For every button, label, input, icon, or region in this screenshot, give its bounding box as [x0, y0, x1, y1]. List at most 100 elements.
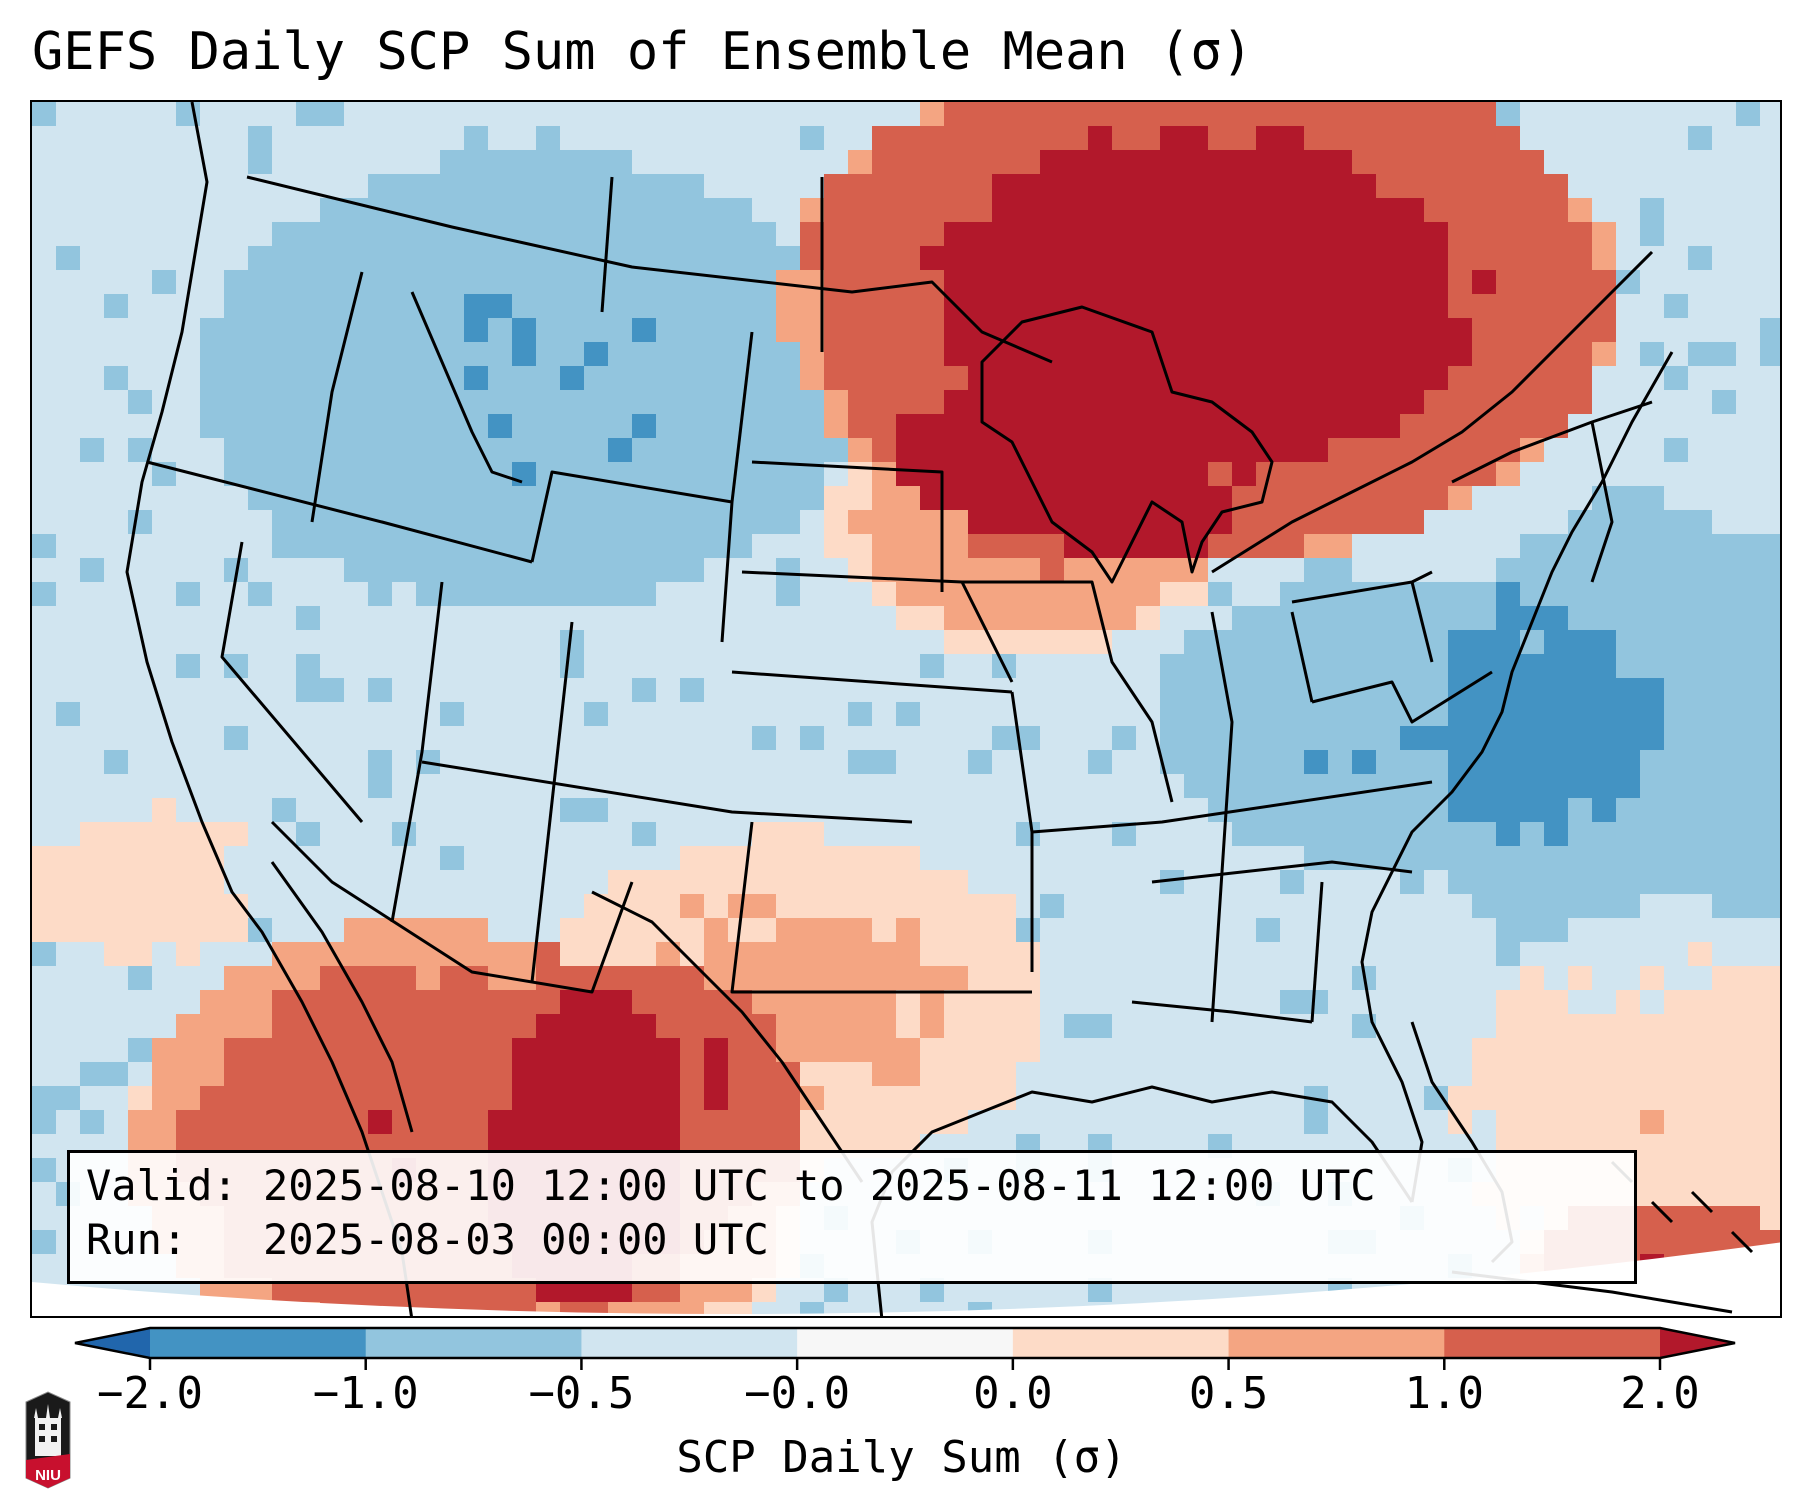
grid-cell: [1592, 822, 1616, 846]
grid-cell: [1592, 246, 1616, 270]
grid-cell: [1472, 126, 1496, 150]
grid-cell: [1688, 798, 1712, 822]
grid-cell: [1136, 462, 1160, 486]
grid-cell: [1256, 294, 1280, 318]
grid-cell: [1472, 1038, 1496, 1062]
grid-cell: [944, 990, 968, 1014]
grid-cell: [440, 462, 464, 486]
grid-cell: [344, 414, 368, 438]
grid-cell: [1232, 510, 1256, 534]
grid-cell: [392, 462, 416, 486]
grid-cell: [608, 942, 632, 966]
grid-cell: [248, 438, 272, 462]
grid-cell: [1520, 822, 1544, 846]
grid-cell: [752, 918, 776, 942]
grid-cell: [776, 1086, 800, 1110]
grid-cell: [1616, 270, 1640, 294]
grid-cell: [1472, 174, 1496, 198]
grid-cell: [1352, 270, 1376, 294]
grid-cell: [1112, 510, 1136, 534]
grid-cell: [800, 366, 824, 390]
grid-cell: [1472, 1086, 1496, 1110]
grid-cell: [536, 222, 560, 246]
grid-cell: [1136, 366, 1160, 390]
grid-cell: [1736, 582, 1760, 606]
grid-cell: [464, 486, 488, 510]
grid-cell: [656, 390, 680, 414]
grid-cell: [536, 198, 560, 222]
grid-cell: [1112, 582, 1136, 606]
grid-cell: [1160, 654, 1184, 678]
grid-cell: [920, 558, 944, 582]
grid-cell: [1640, 1230, 1664, 1254]
grid-cell: [416, 1038, 440, 1062]
grid-cell: [1736, 1134, 1760, 1158]
grid-cell: [128, 846, 152, 870]
grid-cell: [1376, 198, 1400, 222]
grid-cell: [1232, 822, 1256, 846]
grid-cell: [1520, 702, 1544, 726]
grid-cell: [1352, 582, 1376, 606]
grid-cell: [1712, 558, 1736, 582]
grid-cell: [1712, 678, 1736, 702]
grid-cell: [1424, 726, 1448, 750]
grid-cell: [1448, 318, 1472, 342]
grid-cell: [272, 1062, 296, 1086]
grid-cell: [1496, 270, 1520, 294]
grid-cell: [272, 366, 296, 390]
grid-cell: [1208, 198, 1232, 222]
grid-cell: [440, 174, 464, 198]
grid-cell: [560, 798, 584, 822]
grid-cell: [1472, 630, 1496, 654]
grid-cell: [1328, 846, 1352, 870]
grid-cell: [1472, 294, 1496, 318]
grid-cell: [1232, 198, 1256, 222]
tick-label: −2.0: [97, 1368, 203, 1419]
grid-cell: [1736, 726, 1760, 750]
grid-cell: [320, 1086, 344, 1110]
grid-cell: [1664, 1110, 1688, 1134]
grid-cell: [1760, 558, 1780, 582]
grid-cell: [1016, 1014, 1040, 1038]
grid-cell: [584, 198, 608, 222]
grid-cell: [392, 438, 416, 462]
grid-cell: [200, 1062, 224, 1086]
grid-cell: [488, 990, 512, 1014]
grid-cell: [704, 222, 728, 246]
grid-cell: [536, 438, 560, 462]
grid-cell: [1544, 894, 1568, 918]
grid-cell: [1640, 678, 1664, 702]
grid-cell: [1232, 726, 1256, 750]
grid-cell: [320, 966, 344, 990]
grid-cell: [1064, 246, 1088, 270]
grid-cell: [1304, 126, 1328, 150]
grid-cell: [704, 894, 728, 918]
grid-cell: [104, 294, 128, 318]
grid-cell: [920, 342, 944, 366]
grid-cell: [800, 918, 824, 942]
grid-cell: [560, 150, 584, 174]
grid-cell: [1544, 750, 1568, 774]
grid-cell: [1328, 438, 1352, 462]
grid-cell: [1352, 102, 1376, 126]
grid-cell: [848, 966, 872, 990]
grid-cell: [752, 414, 776, 438]
grid-cell: [1448, 606, 1472, 630]
grid-cell: [1256, 222, 1280, 246]
grid-cell: [1448, 798, 1472, 822]
grid-cell: [1256, 126, 1280, 150]
grid-cell: [416, 1014, 440, 1038]
tick-label: −1.0: [312, 1368, 419, 1419]
grid-cell: [728, 246, 752, 270]
grid-cell: [176, 1110, 200, 1134]
grid-cell: [248, 1062, 272, 1086]
grid-cell: [1400, 726, 1424, 750]
grid-cell: [200, 918, 224, 942]
grid-cell: [440, 294, 464, 318]
grid-cell: [248, 1038, 272, 1062]
grid-cell: [176, 582, 200, 606]
grid-cell: [296, 390, 320, 414]
grid-cell: [1184, 366, 1208, 390]
grid-cell: [608, 1110, 632, 1134]
grid-cell: [776, 486, 800, 510]
